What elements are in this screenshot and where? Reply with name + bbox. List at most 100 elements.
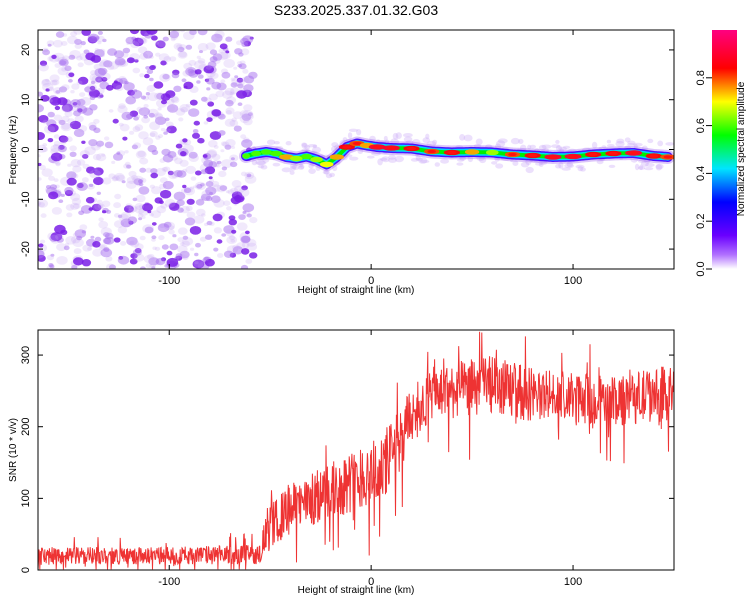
speckle-blob (135, 115, 141, 119)
speckle-blob (95, 153, 107, 162)
speckle-blob (196, 208, 206, 217)
speckle-blob (144, 73, 150, 79)
spectrogram-background (38, 30, 674, 269)
halo-blob (639, 164, 644, 171)
speckle-blob (69, 120, 81, 130)
speckle-blob (211, 33, 223, 43)
speckle-blob (141, 116, 151, 124)
halo-blob (347, 132, 353, 139)
speckle-blob (55, 90, 61, 94)
speckle-blob (137, 213, 144, 218)
speckle-blob (103, 60, 113, 68)
halo-blob (497, 138, 508, 144)
speckle-blob (64, 186, 74, 195)
halo-blob (357, 148, 364, 155)
halo-blob (518, 138, 524, 144)
speckle-blob (204, 222, 209, 227)
speckle-blob (173, 85, 182, 93)
speckle-blob (245, 230, 250, 235)
speckle-blob (157, 134, 163, 139)
speckle-blob (177, 51, 188, 59)
speckle-blob (190, 176, 197, 181)
speckle-blob (118, 103, 126, 109)
speckle-blob (206, 117, 213, 122)
speckle-blob (76, 159, 86, 166)
speckle-blob (94, 48, 99, 52)
speckle-blob (242, 69, 249, 74)
speckle-blob (81, 140, 86, 144)
speckle-blob (219, 43, 228, 50)
speckle-blob (63, 245, 70, 251)
halo-blob (422, 137, 431, 144)
speckle-blob (231, 117, 237, 122)
speckle-blob (134, 124, 144, 131)
speckle-blob (222, 141, 230, 148)
speckle-blob (226, 206, 232, 211)
speckle-blob (76, 55, 83, 61)
y-tick-label: -20 (20, 241, 32, 257)
speckle-blob (65, 236, 77, 245)
speckle-blob (139, 167, 147, 173)
halo-blob (638, 159, 648, 163)
speckle-blob (194, 60, 206, 70)
speckle-blob (217, 253, 224, 258)
speckle-blob (223, 250, 234, 258)
speckle-blob (140, 266, 146, 269)
speckle-blob (180, 151, 187, 157)
speckle-blob (176, 170, 187, 178)
speckle-blob (86, 83, 97, 92)
speckle-blob (81, 30, 91, 36)
speckle-blob (160, 60, 167, 66)
speckle-blob (225, 36, 233, 42)
speckle-blob (240, 235, 251, 244)
speckle-blob (170, 37, 176, 42)
speckle-blob (142, 137, 154, 146)
y-tick-label: 0 (20, 146, 32, 152)
speckle-blob (64, 110, 73, 117)
speckle-blob (185, 103, 191, 108)
halo-blob (332, 164, 338, 172)
speckle-blob (200, 193, 211, 201)
speckle-blob (120, 211, 131, 220)
halo-blob (555, 139, 560, 144)
speckle-blob (120, 51, 129, 58)
speckle-blob (177, 245, 188, 254)
speckle-blob (149, 77, 154, 82)
speckle-blob (237, 61, 243, 65)
speckle-blob (52, 143, 60, 149)
halo-blob (301, 143, 308, 149)
speckle-blob (125, 36, 136, 45)
speckle-blob (82, 107, 94, 116)
halo-blob (525, 166, 534, 174)
speckle-blob (47, 43, 52, 47)
speckle-blob (200, 169, 208, 175)
spectrogram-x-ticks: -100 0 100 (158, 30, 582, 287)
speckle-blob (161, 166, 168, 172)
speckle-blob (124, 150, 129, 154)
speckle-blob (188, 151, 198, 159)
speckle-blob (133, 142, 142, 149)
halo-blob (381, 156, 390, 163)
speckle-blob (55, 160, 61, 166)
speckle-blob (146, 69, 154, 75)
speckle-blob (69, 151, 77, 157)
speckle-blob (189, 226, 202, 235)
speckle-blob (40, 239, 46, 244)
speckle-blob (98, 221, 109, 229)
speckle-blob (179, 241, 185, 246)
speckle-blob (85, 52, 96, 61)
speckle-blob (117, 255, 130, 265)
speckle-blob (213, 199, 225, 208)
speckle-blob (72, 232, 78, 237)
speckle-blob (129, 240, 140, 248)
speckle-blob (97, 203, 105, 209)
speckle-blob (183, 62, 193, 70)
speckle-blob (61, 103, 73, 113)
speckle-blob (41, 146, 48, 153)
speckle-blob (218, 49, 224, 53)
halo-blob (325, 173, 333, 179)
speckle-blob (149, 65, 156, 71)
speckle-blob (169, 243, 179, 251)
speckle-blob (134, 243, 144, 251)
speckle-blob (149, 130, 158, 138)
